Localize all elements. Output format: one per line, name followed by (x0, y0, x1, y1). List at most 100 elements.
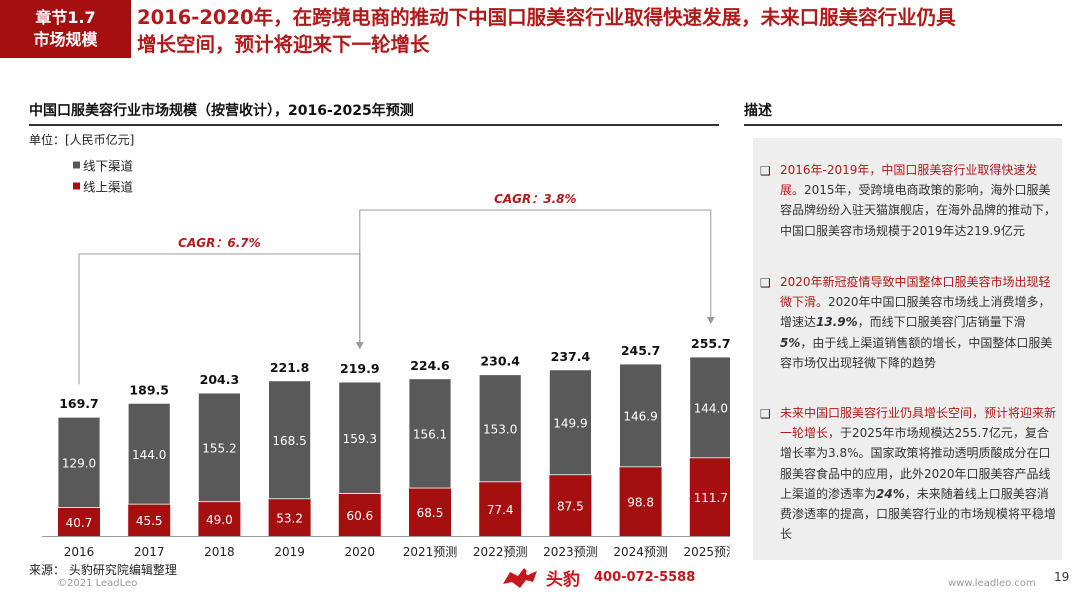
cagr-connector (78, 253, 361, 385)
data-label-online: 68.5 (417, 506, 444, 520)
footer-url: www.leadleo.com (948, 578, 1036, 589)
page-title: 2016-2020年，在跨境电商的推动下中国口服美容行业取得快速发展，未来口服美… (137, 6, 956, 56)
x-tick-label: 2023预测 (543, 545, 598, 559)
bar-online (549, 474, 592, 536)
data-label-online: 45.5 (136, 514, 163, 528)
bar-offline (338, 381, 382, 494)
description-text: ，未来随着线上口服美容消费渗透率的提高，口服美容行业的市场规模将平稳增长 (780, 486, 1057, 542)
data-label-offline: 155.2 (202, 441, 236, 455)
legend-label: 线上渠道 (83, 180, 134, 195)
bar-online (619, 466, 662, 536)
data-label-online: 40.7 (66, 516, 93, 530)
data-label-offline: 159.3 (343, 432, 377, 446)
chapter-number: 章节1.7 (35, 8, 96, 27)
description-item-3: ❑ 未来中国口服美容行业仍具增长空间，预计将迎来新一轮增长，于2025年市场规模… (760, 403, 1058, 544)
data-label-offline: 146.9 (623, 409, 657, 423)
bullet-icon: ❑ (760, 164, 771, 178)
bar-online (268, 498, 311, 536)
cagr-label: CAGR：6.7% (178, 236, 260, 250)
bar-offline (197, 392, 241, 503)
data-label-total: 245.7 (621, 343, 661, 358)
cagr-label: CAGR：3.8% (494, 192, 576, 206)
x-tick-label: 2025预测 (684, 545, 730, 559)
bar-offline (127, 402, 171, 505)
data-label-offline: 156.1 (413, 427, 447, 441)
legend-swatch (73, 182, 80, 190)
bar-offline (268, 380, 312, 500)
description-text: ，由于线上渠道销售额的增长，中国整体口服美容市场仅出现轻微下降的趋势 (780, 335, 1053, 370)
chapter-name: 市场规模 (33, 30, 98, 49)
bar-online (338, 493, 381, 536)
x-tick-label: 2019 (274, 545, 305, 559)
description-text: ，而线下口服美容门店销量下滑 (857, 315, 1026, 330)
description-emphasis: 24% (876, 486, 905, 501)
bar-online (409, 488, 451, 536)
bar-offline (478, 374, 522, 483)
cagr-arrowhead (706, 317, 715, 325)
chapter-badge: 章节1.7 市场规模 (0, 0, 131, 58)
cagr-connector (359, 209, 712, 350)
data-label-online: 60.6 (346, 509, 373, 523)
data-label-total: 255.7 (691, 336, 730, 351)
x-tick-label: 2024预测 (613, 545, 668, 559)
x-tick-label: 2016 (64, 545, 95, 559)
bar-offline (57, 416, 101, 508)
bar-online (479, 481, 522, 536)
description-highlight: 2016年-2019年，中国口服美容行业取得快速发展。 (780, 163, 1038, 198)
data-label-offline: 144.0 (694, 401, 728, 415)
legend-swatch (73, 161, 80, 169)
data-label-offline: 149.9 (553, 416, 587, 430)
brand-logo: 头豹 400-072-5588 (500, 562, 695, 592)
data-label-offline: 144.0 (132, 448, 166, 462)
data-label-total: 204.3 (200, 372, 240, 387)
x-tick-label: 2017 (134, 545, 165, 559)
source-note: 来源： 头豹研究院编辑整理 (29, 563, 177, 577)
data-label-online: 53.2 (276, 511, 303, 525)
description-title: 描述 (744, 103, 772, 119)
bullet-icon: ❑ (760, 276, 771, 290)
data-label-total: 219.9 (340, 361, 380, 376)
description-item-2: ❑ 2020年新冠疫情导致中国整体口服美容市场出现轻微下滑。2020年中国口服美… (760, 272, 1058, 373)
data-label-total: 221.8 (270, 360, 310, 375)
description-divider (744, 124, 1062, 126)
legend-label: 线下渠道 (83, 159, 134, 174)
description-text: 2020年中国口服美容市场线上消费增多，增速达 (780, 295, 1051, 330)
bar-online (198, 501, 241, 536)
data-label-online: 111.7 (694, 491, 728, 505)
bullet-icon: ❑ (760, 407, 771, 421)
page-number: 19 (1054, 570, 1070, 584)
chart-unit: 单位：[人民币亿元] (29, 133, 135, 147)
chart-title-divider (29, 124, 719, 126)
bar-offline (549, 369, 592, 476)
bar-offline (408, 378, 452, 489)
leopard-logo-icon (503, 568, 537, 588)
data-label-offline: 129.0 (62, 456, 96, 470)
description-emphasis: 13.9% (816, 315, 858, 330)
bar-offline (619, 363, 662, 468)
data-label-total: 224.6 (410, 358, 450, 373)
description-highlight: 未来中国口服美容行业仍具增长空间，预计将迎来新一轮增长， (780, 406, 1057, 441)
description-emphasis: 5% (780, 335, 801, 350)
description-panel (753, 138, 1062, 560)
data-label-online: 49.0 (206, 513, 233, 527)
description-item-1: ❑ 2016年-2019年，中国口服美容行业取得快速发展。2015年，受跨境电商… (760, 160, 1058, 241)
data-label-offline: 153.0 (483, 422, 517, 436)
x-tick-label: 2022预测 (473, 545, 528, 559)
data-label-online: 87.5 (557, 499, 584, 513)
data-label-total: 237.4 (551, 349, 591, 364)
data-label-total: 169.7 (59, 396, 99, 411)
bar-online (128, 504, 171, 536)
x-tick-label: 2018 (204, 545, 235, 559)
description-text: 于2025年市场规模达255.7亿元，复合增长率为3.8%。国家政策将推动透明质… (780, 426, 1051, 501)
description-text: 2015年，受跨境电商政策的影响，海外口服美容品牌纷纷入驻天猫旗舰店，在海外品牌… (780, 183, 1057, 238)
data-label-offline: 168.5 (272, 434, 306, 448)
bar-online (689, 457, 730, 536)
data-label-online: 98.8 (627, 495, 654, 509)
data-label-total: 189.5 (129, 382, 169, 397)
x-tick-label: 2020 (345, 545, 376, 559)
x-tick-label: 2021预测 (403, 545, 458, 559)
logo-name: 头豹 (546, 569, 580, 590)
phone-number: 400-072-5588 (594, 569, 696, 585)
data-label-total: 230.4 (480, 354, 520, 369)
